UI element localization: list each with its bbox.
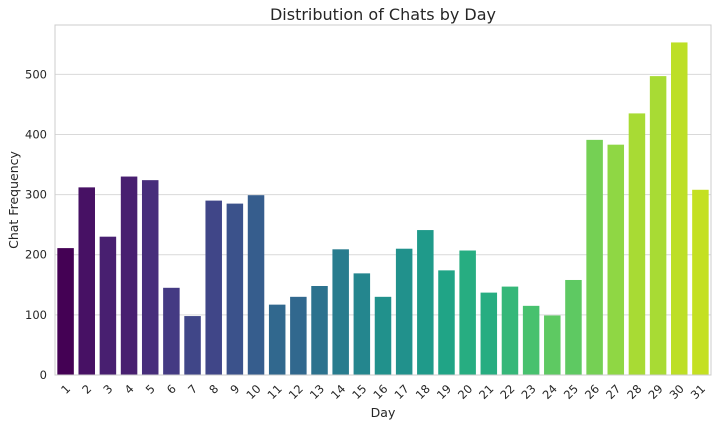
bar-day-24 (544, 315, 561, 375)
bar-day-12 (290, 296, 307, 375)
x-axis-label: Day (371, 405, 396, 420)
plot-frame (54, 24, 712, 376)
bar-day-22 (501, 286, 519, 375)
bar-day-6 (163, 287, 180, 375)
bar-day-16 (374, 296, 392, 375)
bar-day-13 (311, 285, 328, 375)
bar-day-17 (395, 248, 413, 375)
bar-day-15 (353, 273, 371, 375)
y-tick-label: 500 (25, 67, 47, 81)
bar-day-19 (438, 270, 455, 375)
bar-day-14 (332, 249, 349, 375)
bar-day-20 (459, 250, 476, 375)
bar-day-25 (565, 279, 582, 375)
bars (57, 42, 709, 376)
bar-day-27 (607, 144, 625, 375)
bar-day-23 (522, 305, 540, 375)
y-tick-labels: 0 100 200 300 400 500 (25, 67, 47, 382)
chart-title: Distribution of Chats by Day (270, 5, 496, 24)
bar-day-5 (141, 180, 159, 375)
bar-day-10 (247, 195, 265, 375)
bar-day-11 (268, 304, 286, 375)
bar-day-8 (205, 200, 222, 375)
bar-day-1 (57, 248, 74, 375)
y-tick-label: 200 (25, 248, 47, 262)
bar-day-29 (649, 76, 667, 376)
bar-day-31 (692, 189, 709, 375)
bar-day-28 (628, 113, 646, 375)
bar-day-26 (586, 139, 603, 375)
bar-day-2 (78, 187, 95, 375)
bar-day-4 (120, 176, 138, 375)
y-tick-label: 0 (40, 368, 47, 382)
bar-day-9 (226, 203, 244, 375)
y-tick-label: 400 (25, 127, 47, 141)
bar-day-21 (480, 292, 498, 375)
bar-day-18 (417, 230, 434, 375)
y-tick-label: 100 (25, 308, 47, 322)
bar-day-3 (99, 236, 117, 375)
bar-day-30 (671, 42, 688, 376)
bar-day-7 (184, 316, 201, 375)
y-axis-label: Chat Frequency (6, 151, 21, 249)
y-tick-label: 300 (25, 188, 47, 202)
